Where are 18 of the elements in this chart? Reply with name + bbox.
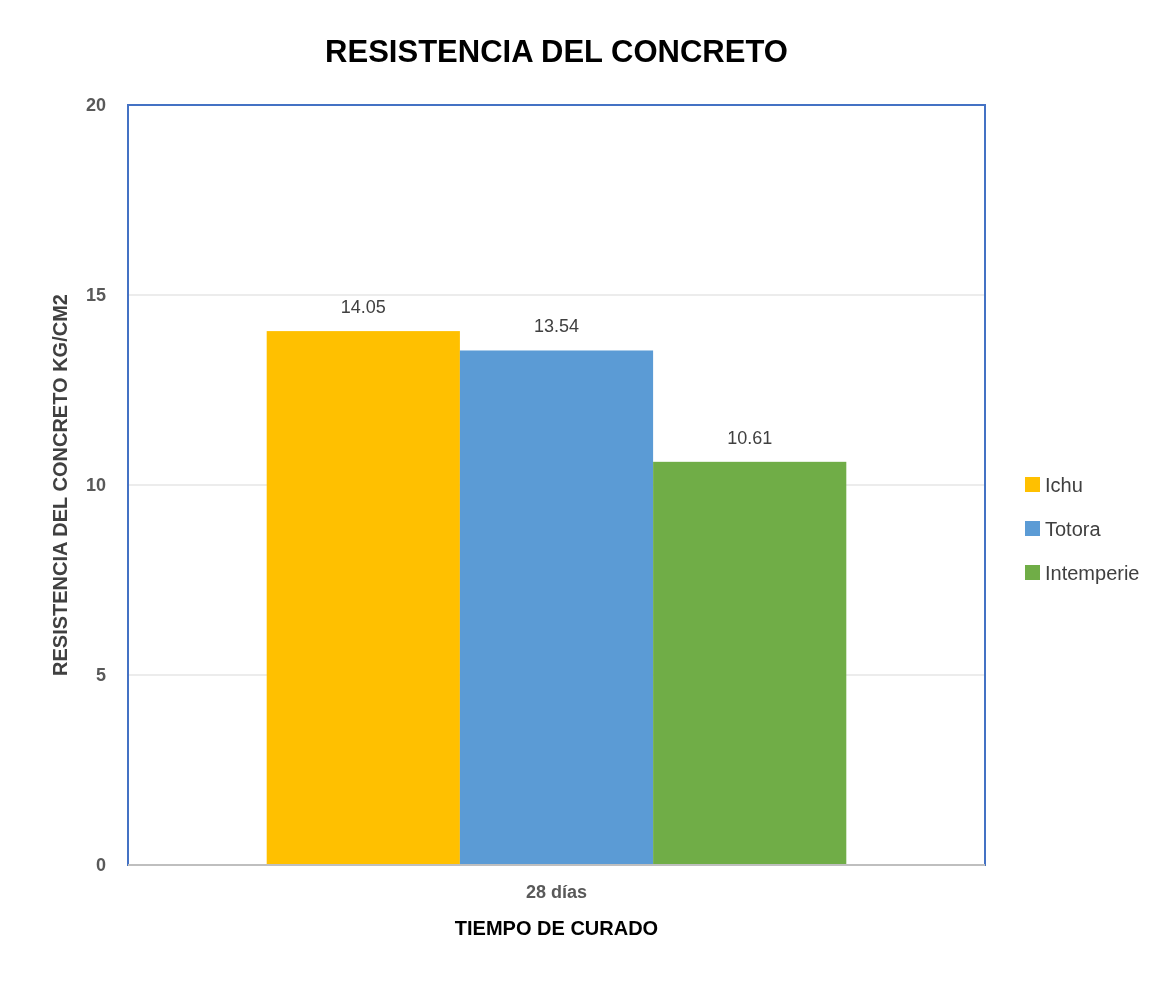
bar: [459, 350, 654, 865]
legend-label: Totora: [1045, 518, 1102, 540]
y-tick-label: 0: [95, 855, 106, 876]
y-tick-label: 10: [85, 475, 106, 496]
bar: [653, 461, 847, 865]
chart-title: RESISTENCIA DEL CONCRETO: [325, 34, 788, 69]
data-label: 14.05: [340, 297, 386, 318]
x-axis-title: TIEMPO DE CURADO: [454, 917, 659, 939]
x-tick-label: 28 días: [525, 881, 588, 902]
y-tick-label: 5: [95, 665, 106, 686]
y-tick-label: 15: [85, 285, 106, 306]
data-label: 13.54: [533, 316, 580, 337]
y-tick-label: 20: [85, 95, 106, 116]
legend-label: Ichu: [1045, 474, 1083, 496]
bar: [266, 331, 460, 865]
y-axis-title: RESISTENCIA DEL CONCRETO KG/CM2: [49, 294, 71, 676]
legend-label: Intemperie: [1045, 562, 1140, 584]
data-label: 10.61: [727, 427, 773, 448]
